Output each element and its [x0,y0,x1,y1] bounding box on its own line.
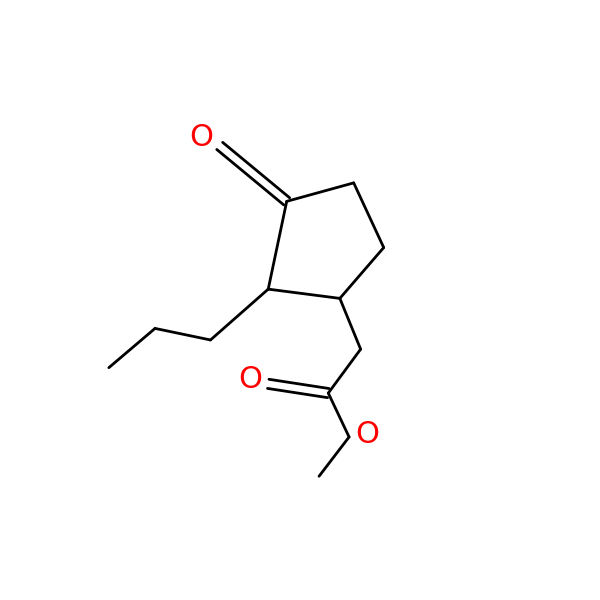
Text: O: O [189,123,213,152]
Text: O: O [356,420,380,449]
Text: O: O [238,365,262,394]
